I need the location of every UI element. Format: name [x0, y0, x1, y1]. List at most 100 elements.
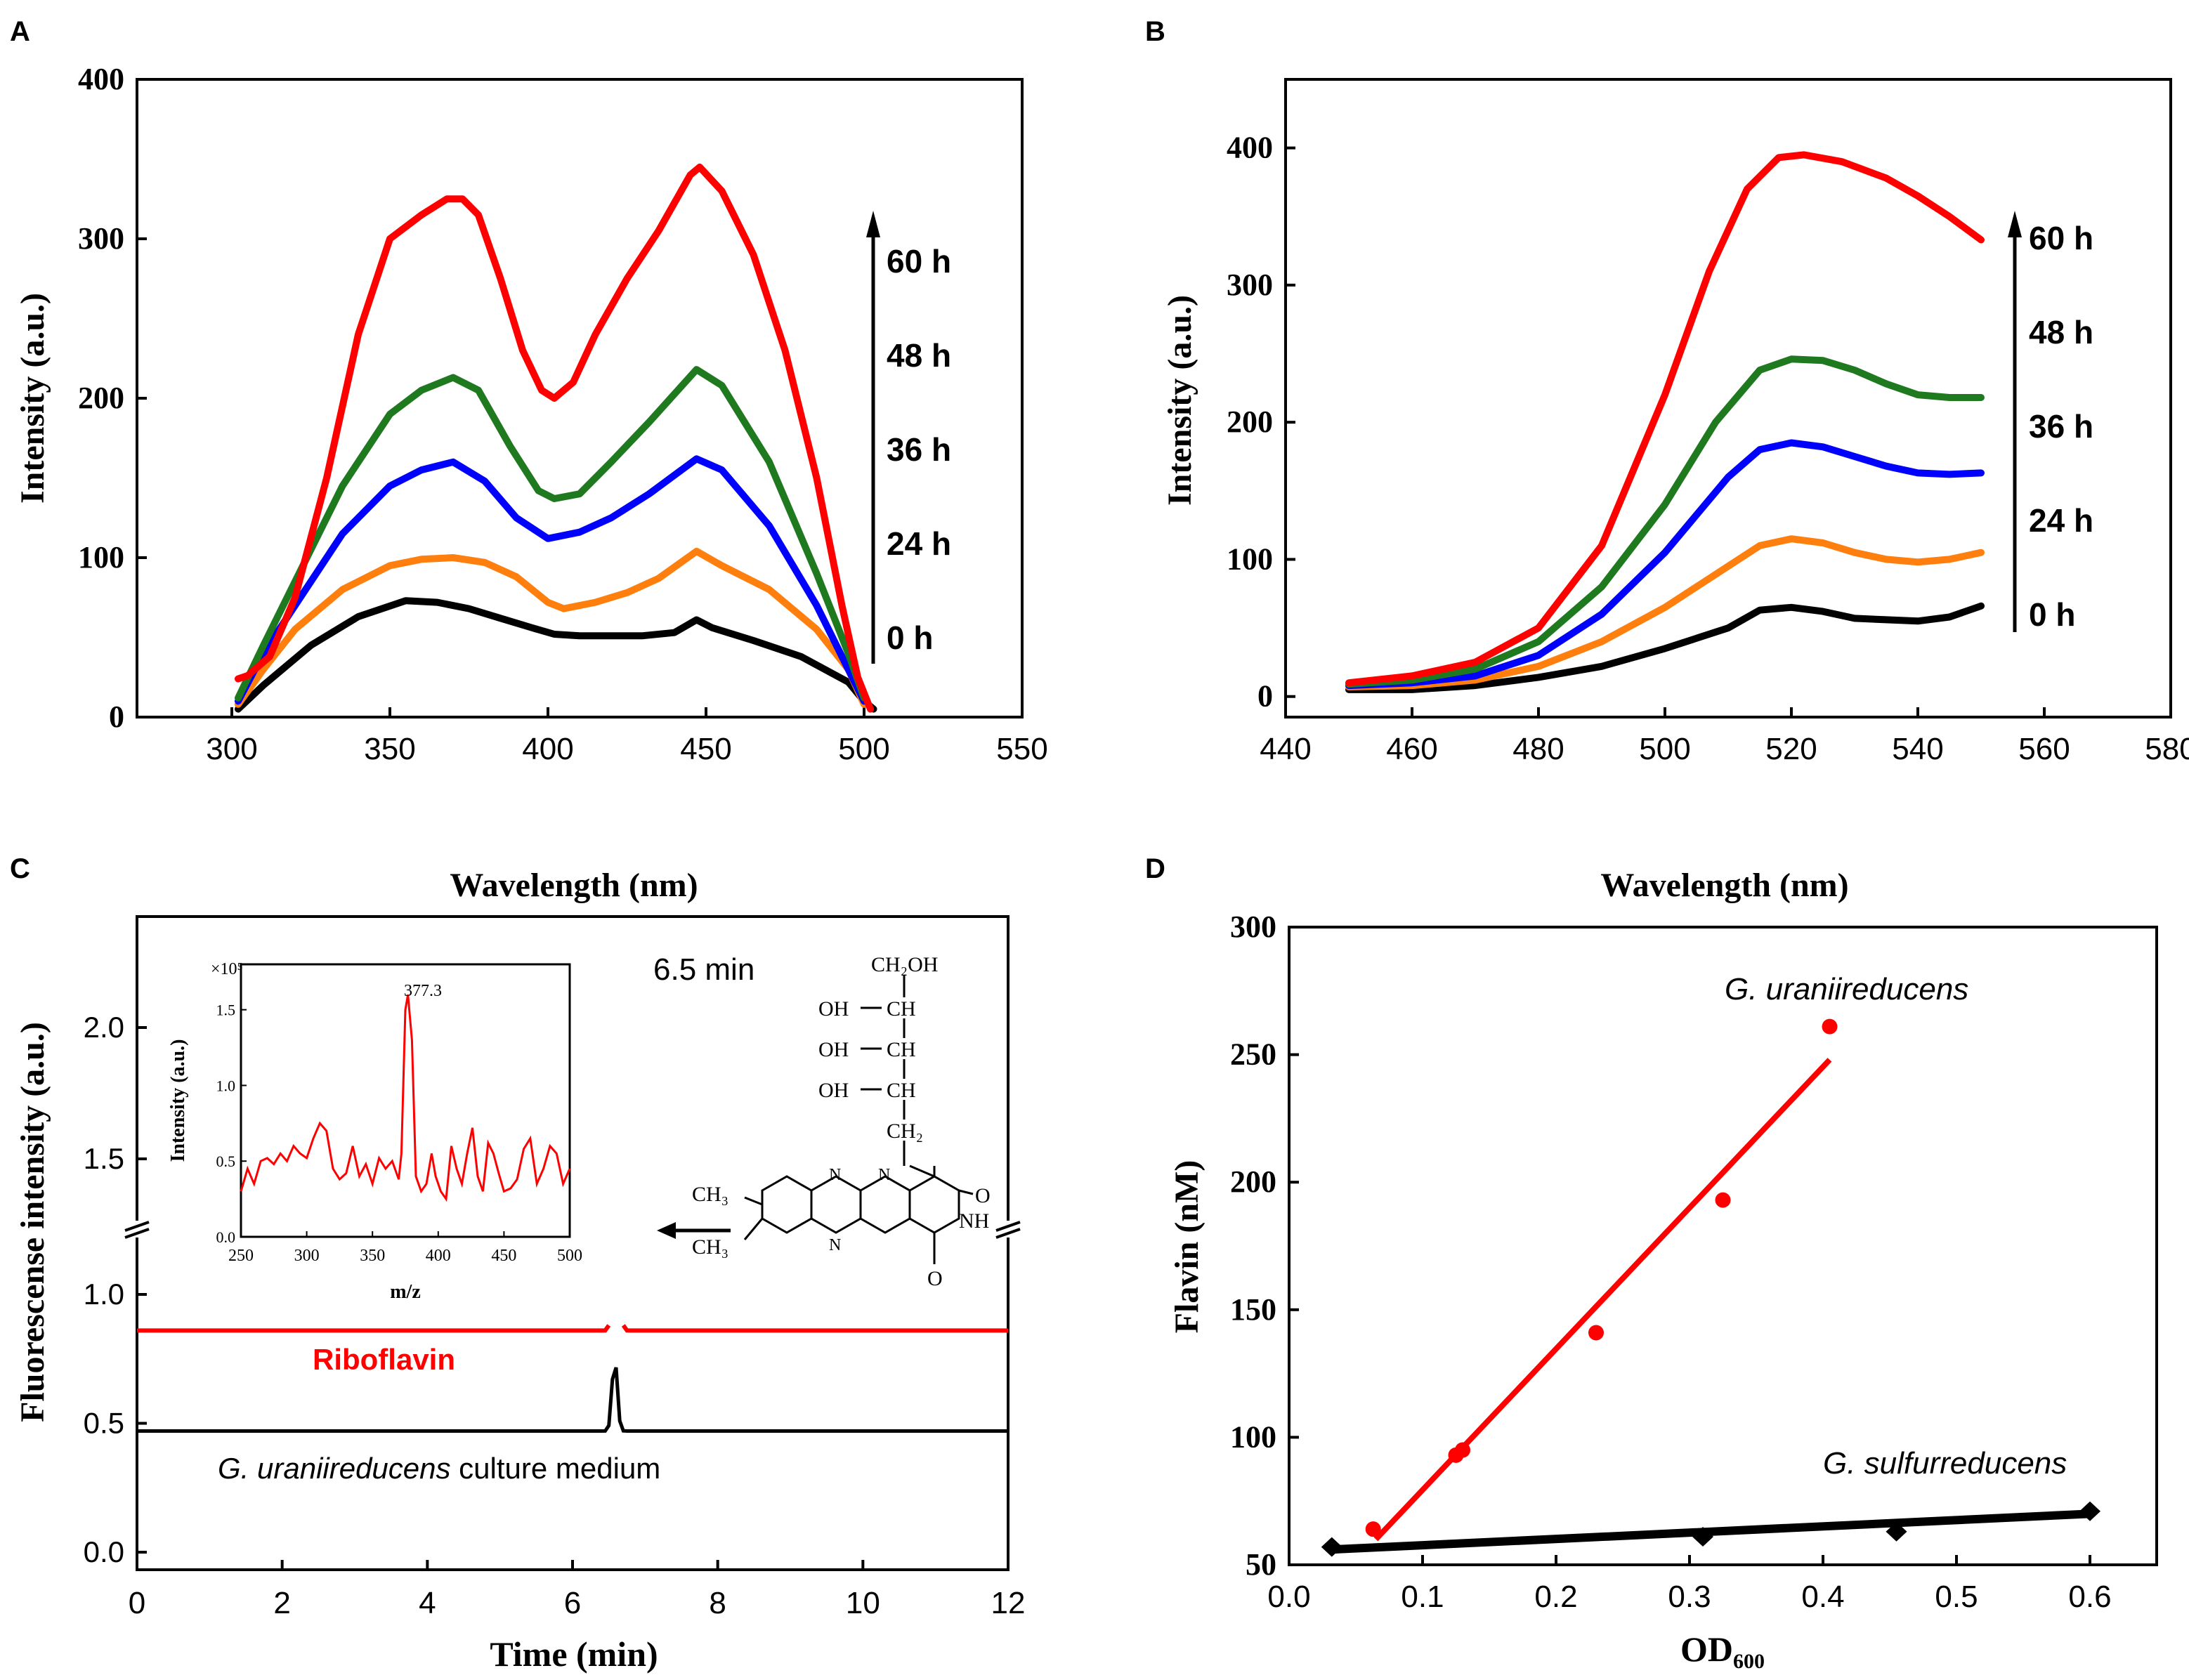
panel-a-series-36h [235, 455, 868, 705]
inset-y-tick-label: 0.5 [216, 1153, 236, 1170]
panel-a-time-arrowhead [866, 211, 880, 237]
structure-pointer-arrowhead [657, 1222, 676, 1239]
riboflavin-ch-3: CH [887, 1079, 916, 1102]
panel-d-point-uraniireducens [1715, 1192, 1731, 1208]
panel-d-x-tick-label: 0.2 [1534, 1580, 1577, 1614]
panel-a-y-tick-label: 400 [78, 62, 124, 96]
panel-a-series-48h [235, 366, 868, 702]
panel-a-x-tick-label: 350 [364, 732, 415, 766]
panel-d-point-uraniireducens [1365, 1521, 1381, 1537]
panel-d-y-tick-label: 250 [1230, 1037, 1276, 1072]
riboflavin-n-3: N [878, 1166, 890, 1184]
panel-a-y-tick-label: 300 [78, 221, 124, 256]
panel-c-x-tick-label: 2 [273, 1586, 290, 1620]
panel-d-x-tick-label: 0.3 [1668, 1580, 1711, 1614]
panel-a-series-0h [235, 597, 877, 713]
panel-a-time-label: 0 h [887, 619, 933, 656]
panel-b-x-tick-label: 500 [1639, 732, 1690, 766]
panel-b-y-tick-label: 100 [1227, 542, 1273, 576]
panel-a-y-axis-label: Intensity (a.u.) [14, 293, 51, 504]
panel-d-point-sulfurreducens [1321, 1537, 1342, 1557]
riboflavin-ch-2: CH [887, 1038, 916, 1061]
panel-b-time-label: 0 h [2029, 596, 2075, 633]
panel-d-y-tick-label: 300 [1230, 910, 1276, 944]
panel-a-x-tick-label: 550 [996, 732, 1047, 766]
riboflavin-atom-labels: CH₂OH OH CH OH CH OH CH CH₂ CH₃ CH₃ N N … [692, 953, 991, 1290]
panel-c-axis-break-right [995, 1221, 1021, 1239]
panel-d-point-uraniireducens [1822, 1018, 1838, 1035]
panel-b-time-label: 48 h [2029, 314, 2093, 350]
panel-c-title: Wavelength (nm) [450, 867, 698, 904]
inset-y-tick-label: 1.0 [216, 1077, 236, 1094]
panel-d-x-tick-label: 0.4 [1801, 1580, 1844, 1614]
riboflavin-o-1: O [975, 1184, 991, 1207]
riboflavin-o-2: O [927, 1267, 943, 1290]
inset-y-tick-label: 0.0 [216, 1228, 236, 1246]
panel-d-x-axis-label-main: OD [1680, 1629, 1733, 1669]
panel-b-y-tick-label: 200 [1227, 405, 1273, 439]
panel-d-x-tick-label: 0.0 [1267, 1580, 1310, 1614]
panel-d-point-uraniireducens [1455, 1442, 1470, 1458]
inset-y-tick-label: 1.5 [216, 1002, 236, 1019]
panel-b-chart: 440 460 480 500 520 540 560 580 0 100 200 300 400 In… [1161, 78, 2189, 766]
panel-d-point-uraniireducens [1588, 1325, 1604, 1341]
panel-b-frame [1284, 78, 2172, 718]
inset-x-tick-label: 450 [491, 1247, 516, 1265]
panel-d-title: Wavelength (nm) [1600, 867, 1848, 904]
panel-letter-b: B [1145, 16, 1165, 47]
panel-d-fit-line-sulfurreducens [1331, 1509, 2091, 1554]
panel-c-inset-y-axis-label: Intensity (a.u.) [167, 1039, 189, 1162]
panel-a-x-tick-label: 300 [206, 732, 257, 766]
riboflavin-nh: NH [959, 1209, 989, 1233]
panel-b-x-tick-label: 460 [1386, 732, 1437, 766]
panel-c-y-tick-label: 0.5 [84, 1407, 124, 1440]
panel-a-x-tick-label: 450 [680, 732, 731, 766]
panel-d-x-axis-label: OD600 [1680, 1629, 1765, 1673]
panel-c-inset-spectrum-line [240, 994, 571, 1202]
riboflavin-oh-3: OH [818, 1079, 849, 1102]
panel-b-time-label: 60 h [2029, 220, 2093, 256]
panel-d-y-tick-label: 150 [1230, 1292, 1276, 1327]
panel-b-y-tick-label: 300 [1227, 268, 1273, 302]
panel-c-culture-label-species: G. uraniireducens [218, 1452, 451, 1485]
panel-c-culture-label: G. uraniireducens culture medium [218, 1452, 660, 1485]
panel-a-chart: 300 350 400 450 500 550 0 100 200 300 400 Intensit… [14, 62, 1048, 766]
panel-a-x-tick-label: 400 [522, 732, 573, 766]
riboflavin-n-1: N [829, 1166, 841, 1184]
panel-d-point-sulfurreducens [1886, 1521, 1907, 1542]
panel-a-y-tick-label: 0 [109, 700, 124, 734]
inset-x-tick-label: 300 [294, 1247, 320, 1265]
panel-c-peak-label: 6.5 min [653, 952, 754, 987]
riboflavin-ch3-top: CH₃ [692, 1183, 728, 1206]
panel-c-inset-x-axis-label: m/z [390, 1281, 421, 1303]
panel-b-y-tick-label: 400 [1227, 131, 1273, 165]
riboflavin-oh-1: OH [818, 997, 849, 1021]
panel-a-time-label: 48 h [887, 337, 951, 374]
panel-c-x-tick-label: 10 [846, 1586, 880, 1620]
panel-c-inset-scale-label: ×10⁵ [211, 960, 243, 978]
panel-b-series-60h [1345, 151, 1985, 687]
panel-c-inset-peak-label: 377.3 [404, 982, 442, 1000]
panel-b-time-label: 36 h [2029, 408, 2093, 445]
panel-c-series-culture-medium [137, 1367, 1008, 1433]
riboflavin-ch-1: CH [887, 997, 916, 1021]
panel-letter-c: C [10, 853, 30, 884]
panel-c-y-tick-label: 2.0 [84, 1011, 124, 1044]
panel-b-series-48h [1345, 355, 1985, 688]
inset-x-tick-label: 350 [360, 1247, 385, 1265]
panel-d-label-sulfurreducens: G. sulfurreducens [1823, 1446, 2067, 1481]
panel-d-label-uraniireducens: G. uraniireducens [1725, 972, 1968, 1006]
panel-c-y-tick-label: 1.0 [84, 1278, 124, 1311]
panel-c-x-axis-label: Time (min) [490, 1634, 658, 1674]
panel-d-y-tick-label: 100 [1230, 1419, 1276, 1454]
panel-c-chart: Wavelength (nm) 0 2 4 6 8 10 12 0.0 0.5 1.0 1.5 2.0… [14, 867, 1025, 1674]
panel-d-point-sulfurreducens [2079, 1501, 2100, 1521]
panel-a-series-60h [235, 163, 874, 713]
panel-b-x-tick-label: 560 [2018, 732, 2070, 766]
panel-d-x-tick-label: 0.5 [1935, 1580, 1978, 1614]
panel-c-x-tick-label: 8 [709, 1586, 726, 1620]
panel-a-time-label: 36 h [887, 431, 951, 468]
panel-c-y-axis-label: Fluorescense intensity (a.u.) [14, 1022, 51, 1422]
panel-d-frame [1288, 926, 2158, 1566]
